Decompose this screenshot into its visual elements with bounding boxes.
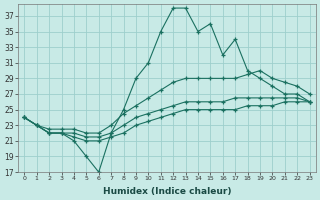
X-axis label: Humidex (Indice chaleur): Humidex (Indice chaleur) — [103, 187, 231, 196]
